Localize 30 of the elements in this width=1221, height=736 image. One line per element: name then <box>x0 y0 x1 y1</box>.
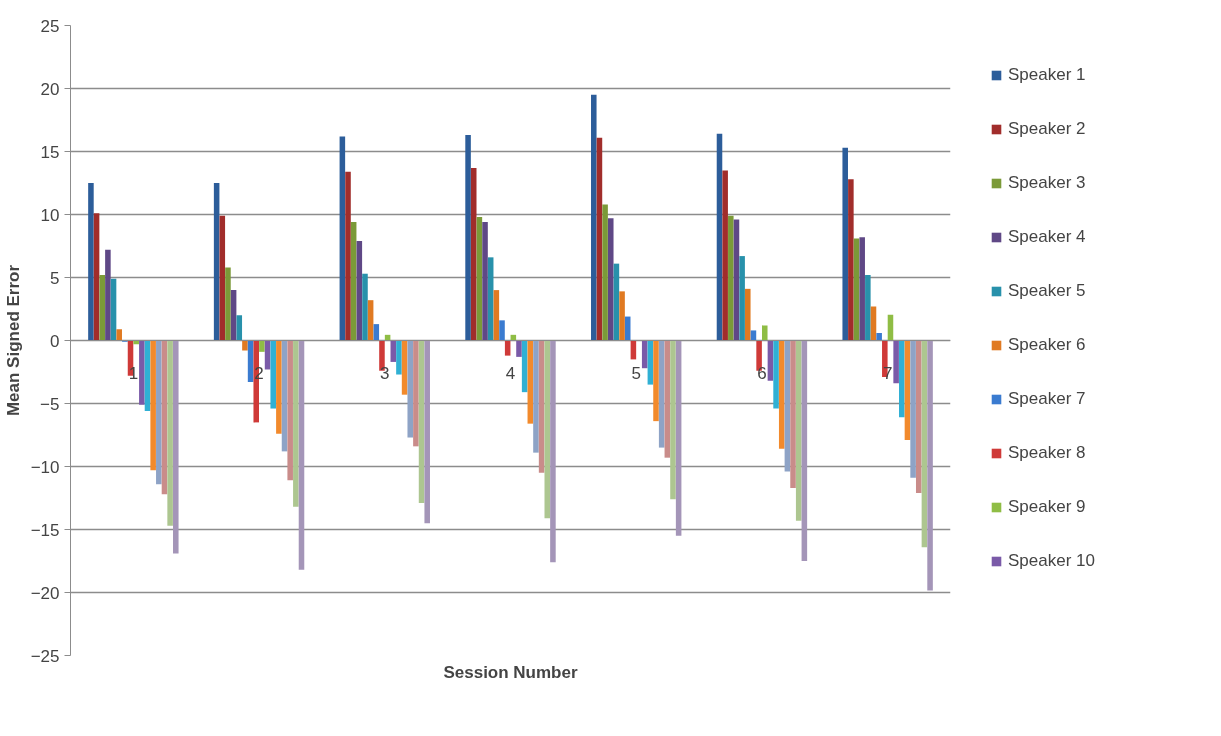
y-tick-label: 25 <box>40 16 60 36</box>
y-axis-title: Mean Signed Error <box>3 264 23 417</box>
y-tick-label: 0 <box>50 331 60 351</box>
legend-label: Speaker 7 <box>1008 389 1086 409</box>
x-tick-label: 2 <box>254 363 264 383</box>
y-tick-label: −10 <box>30 457 60 477</box>
legend-label: Speaker 10 <box>1008 551 1095 571</box>
x-tick-label: 1 <box>128 363 139 383</box>
y-tick-label: −25 <box>30 646 60 666</box>
y-tick-label: −5 <box>40 394 60 414</box>
legend-label: Speaker 6 <box>1008 335 1086 355</box>
legend-label: Speaker 8 <box>1008 443 1086 463</box>
y-tick-label: 20 <box>40 79 60 99</box>
y-tick-label: −20 <box>30 583 60 603</box>
x-tick-label: 5 <box>631 363 641 383</box>
y-tick-label: 5 <box>50 268 60 288</box>
y-tick-label: 10 <box>40 205 60 225</box>
y-tick-label: −15 <box>30 520 60 540</box>
x-tick-label: 3 <box>380 363 390 383</box>
x-tick-label: 7 <box>882 363 893 383</box>
legend-label: Speaker 4 <box>1008 227 1086 247</box>
legend-label: Speaker 9 <box>1008 497 1086 517</box>
y-tick-label: 15 <box>40 142 60 162</box>
legend-label: Speaker 5 <box>1008 281 1086 301</box>
x-tick-label: 6 <box>757 363 767 383</box>
legend-label: Speaker 1 <box>1008 65 1086 85</box>
legend-label: Speaker 2 <box>1008 119 1086 139</box>
legend-label: Speaker 3 <box>1008 173 1086 193</box>
x-axis-title: Session Number <box>443 662 578 682</box>
x-tick-label: 4 <box>505 363 516 383</box>
